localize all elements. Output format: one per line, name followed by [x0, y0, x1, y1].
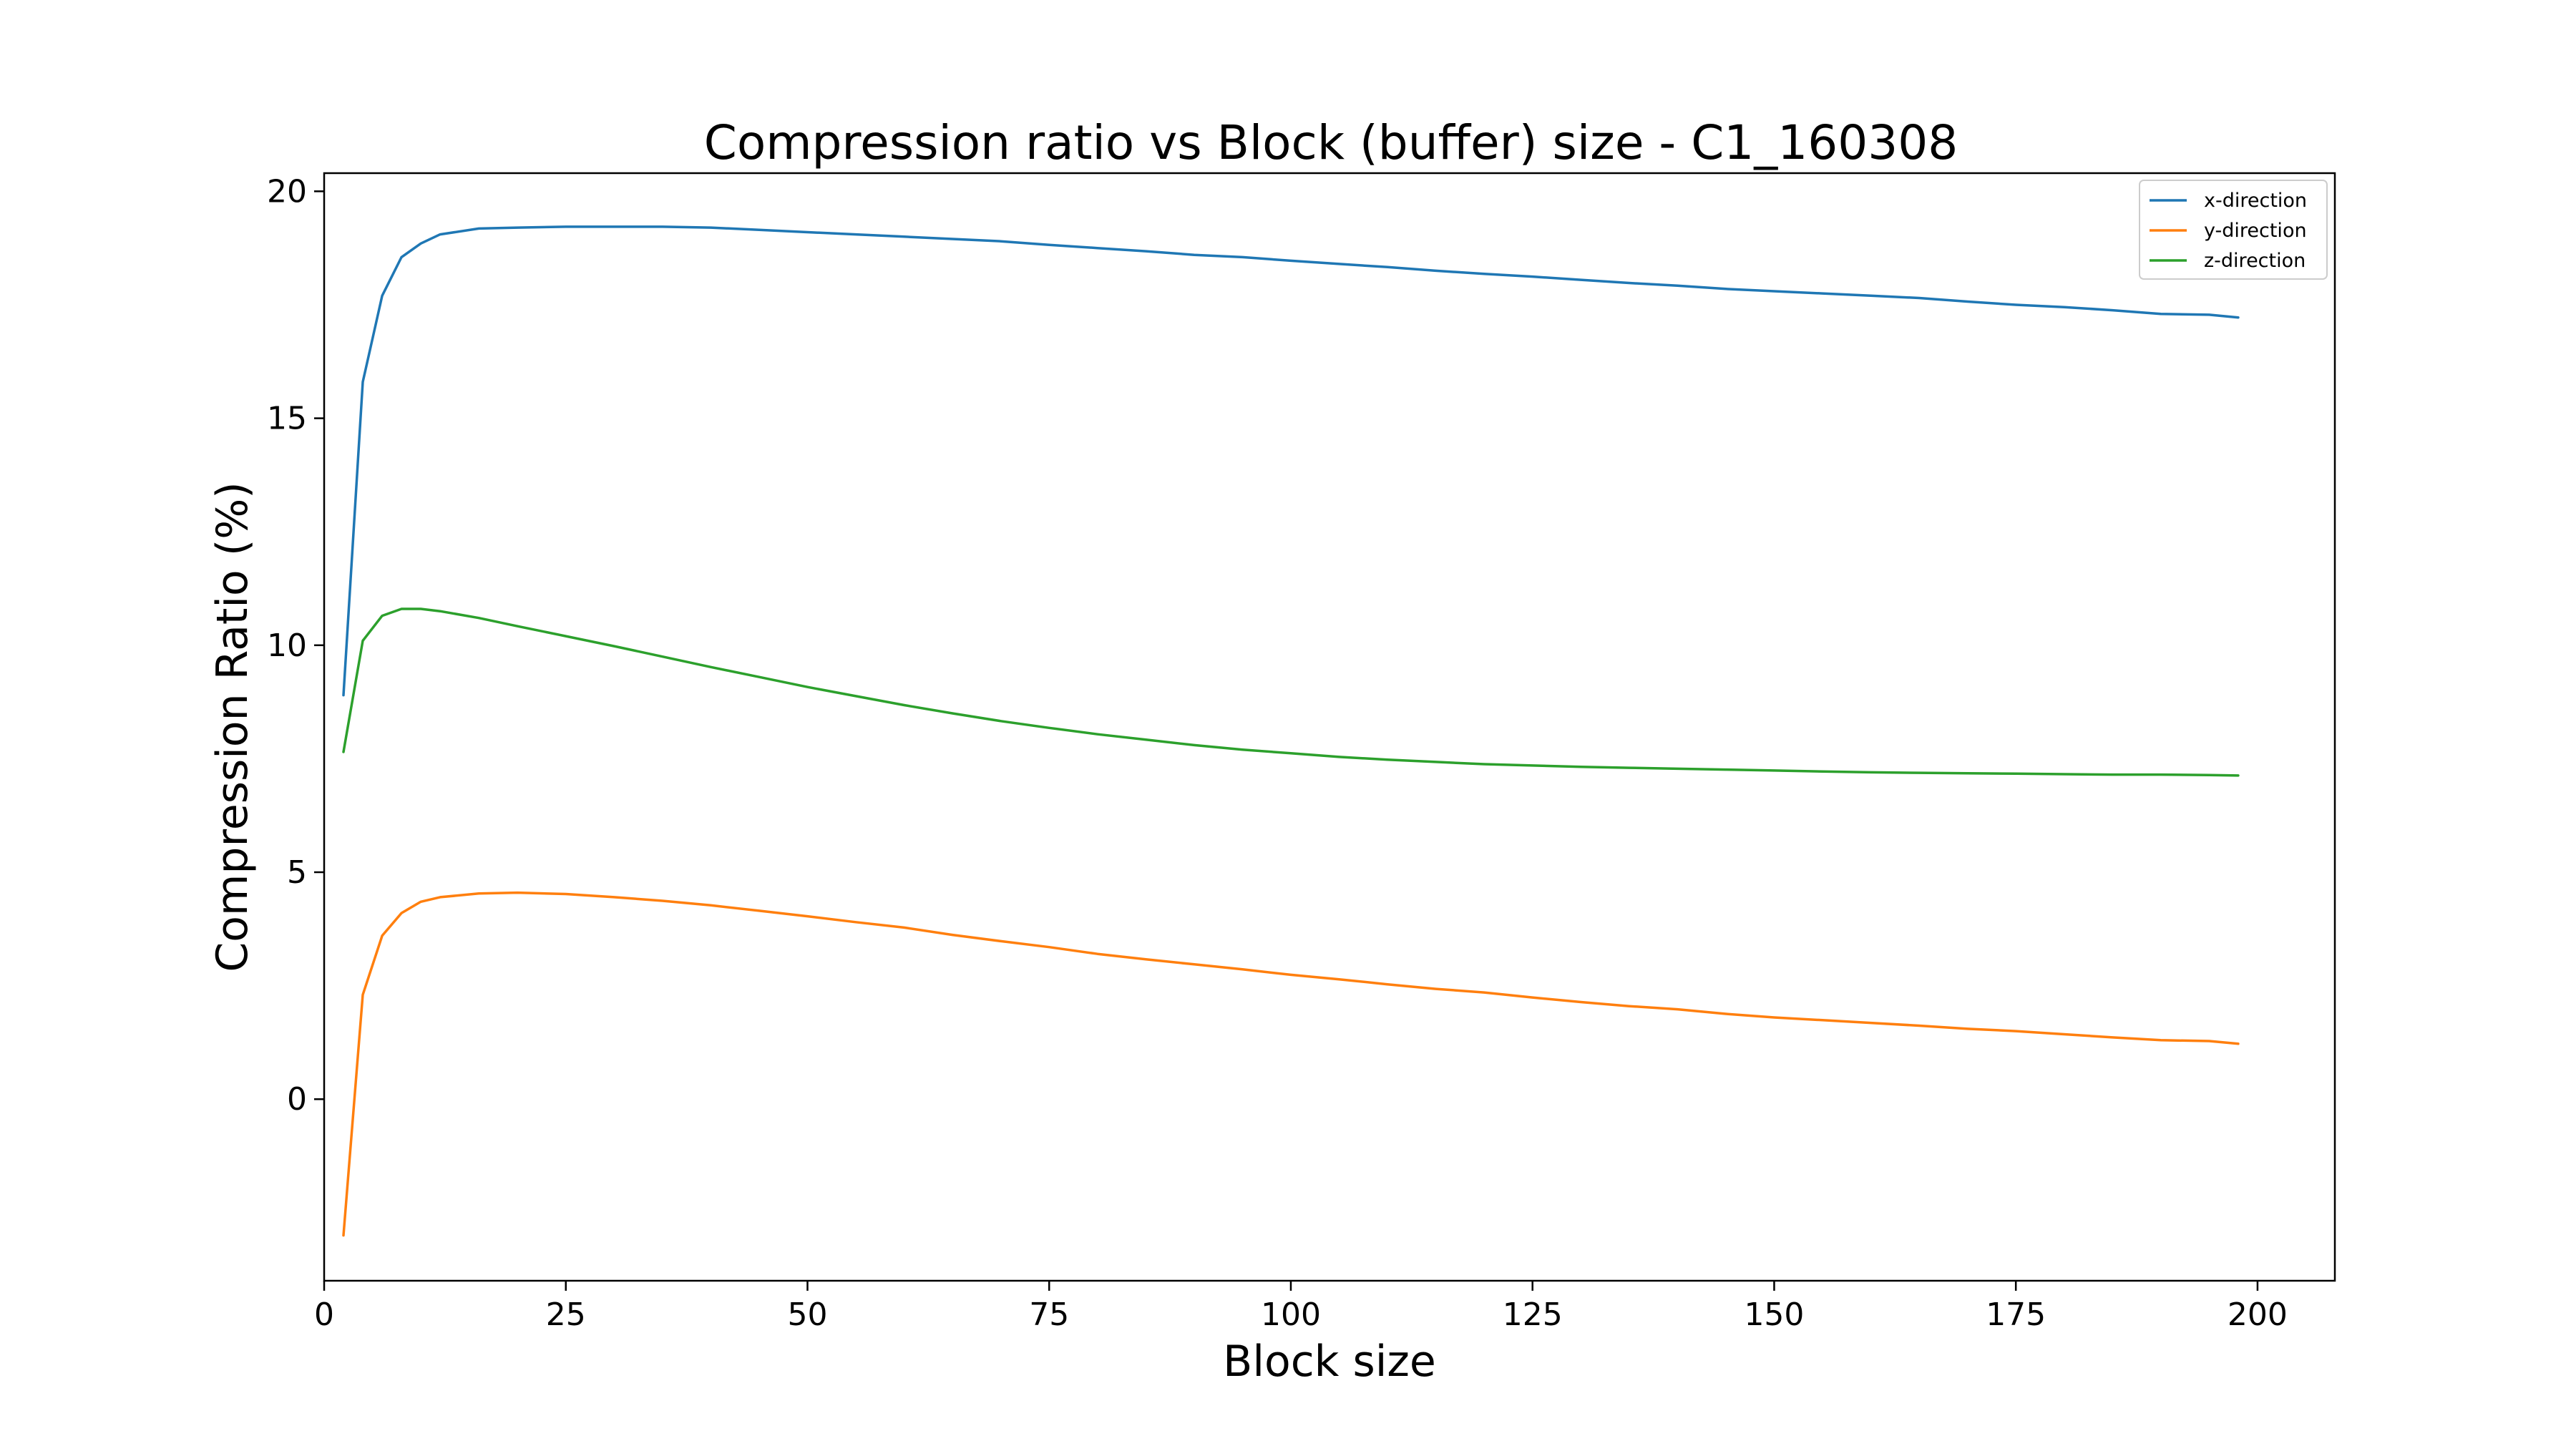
x-tick-label: 25 [546, 1296, 586, 1333]
y-tick-label: 0 [287, 1081, 307, 1118]
y-axis-ticks: 0 5 10 15 20 [267, 173, 324, 1118]
y-tick-label: 10 [267, 627, 307, 664]
legend-label-z-direction: z-direction [2204, 250, 2306, 272]
plot-area [342, 225, 2240, 1237]
x-tick-label: 100 [1261, 1296, 1321, 1333]
x-tick-label: 125 [1503, 1296, 1563, 1333]
x-axis-label: Block size [1223, 1337, 1436, 1387]
x-tick-label: 50 [787, 1296, 827, 1333]
legend-label-y-direction: y-direction [2204, 220, 2307, 242]
y-axis-label: Compression Ratio (%) [208, 482, 258, 972]
legend-box [2139, 180, 2328, 280]
y-tick-label: 5 [287, 854, 307, 891]
y-tick-label: 20 [267, 173, 307, 210]
legend-label-x-direction: x-direction [2204, 190, 2307, 212]
x-tick-label: 0 [314, 1296, 334, 1333]
x-tick-label: 200 [2228, 1296, 2288, 1333]
series-line-x-direction [342, 225, 2240, 697]
series-line-y-direction [342, 891, 2240, 1237]
x-axis-ticks: 0 25 50 75 100 125 150 175 200 [314, 1281, 2288, 1333]
chart-title: Compression ratio vs Block (buffer) size… [704, 115, 1958, 170]
x-tick-label: 175 [1986, 1296, 2046, 1333]
x-tick-label: 150 [1744, 1296, 1804, 1333]
y-tick-label: 15 [267, 401, 307, 437]
series-line-z-direction [342, 607, 2240, 777]
plot-frame [323, 172, 2336, 1282]
legend: x-direction y-direction z-direction [2139, 180, 2328, 280]
x-tick-label: 75 [1029, 1296, 1069, 1333]
